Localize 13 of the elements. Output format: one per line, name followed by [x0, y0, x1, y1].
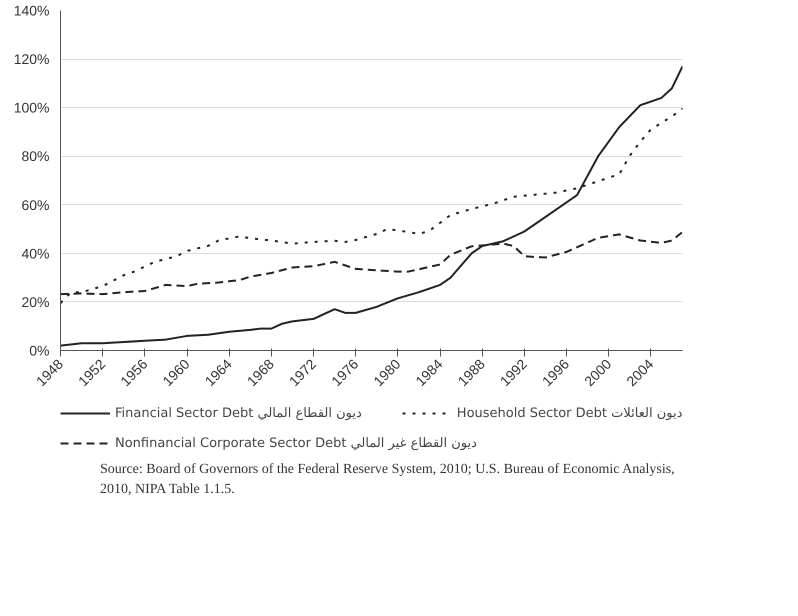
legend-label: Household Sector Debt ديون العائلات [456, 406, 682, 420]
legend-label: Financial Sector Debt ديون القطاع المالي [115, 406, 362, 420]
y-tick-label: 40% [21, 245, 50, 262]
y-tick-label: 60% [21, 196, 50, 213]
y-tick-label: 140% [14, 2, 50, 18]
y-tick-label: 0% [29, 342, 50, 358]
y-tick-label: 20% [21, 294, 50, 310]
y-tick-label: 100% [14, 100, 50, 116]
source-note: Source: Board of Governors of the Federal Reserve System, 2010; U.S. Bureau of Economic Analysis, 2010, NIPA Table 1.1.5. [100, 461, 676, 499]
y-tick-label: 80% [21, 148, 50, 164]
legend-label: Nonfinancial Corporate Sector Debt ديون القطاع غير المالي [115, 436, 477, 450]
line-series [60, 65, 682, 347]
y-tick-label: 120% [14, 51, 50, 68]
